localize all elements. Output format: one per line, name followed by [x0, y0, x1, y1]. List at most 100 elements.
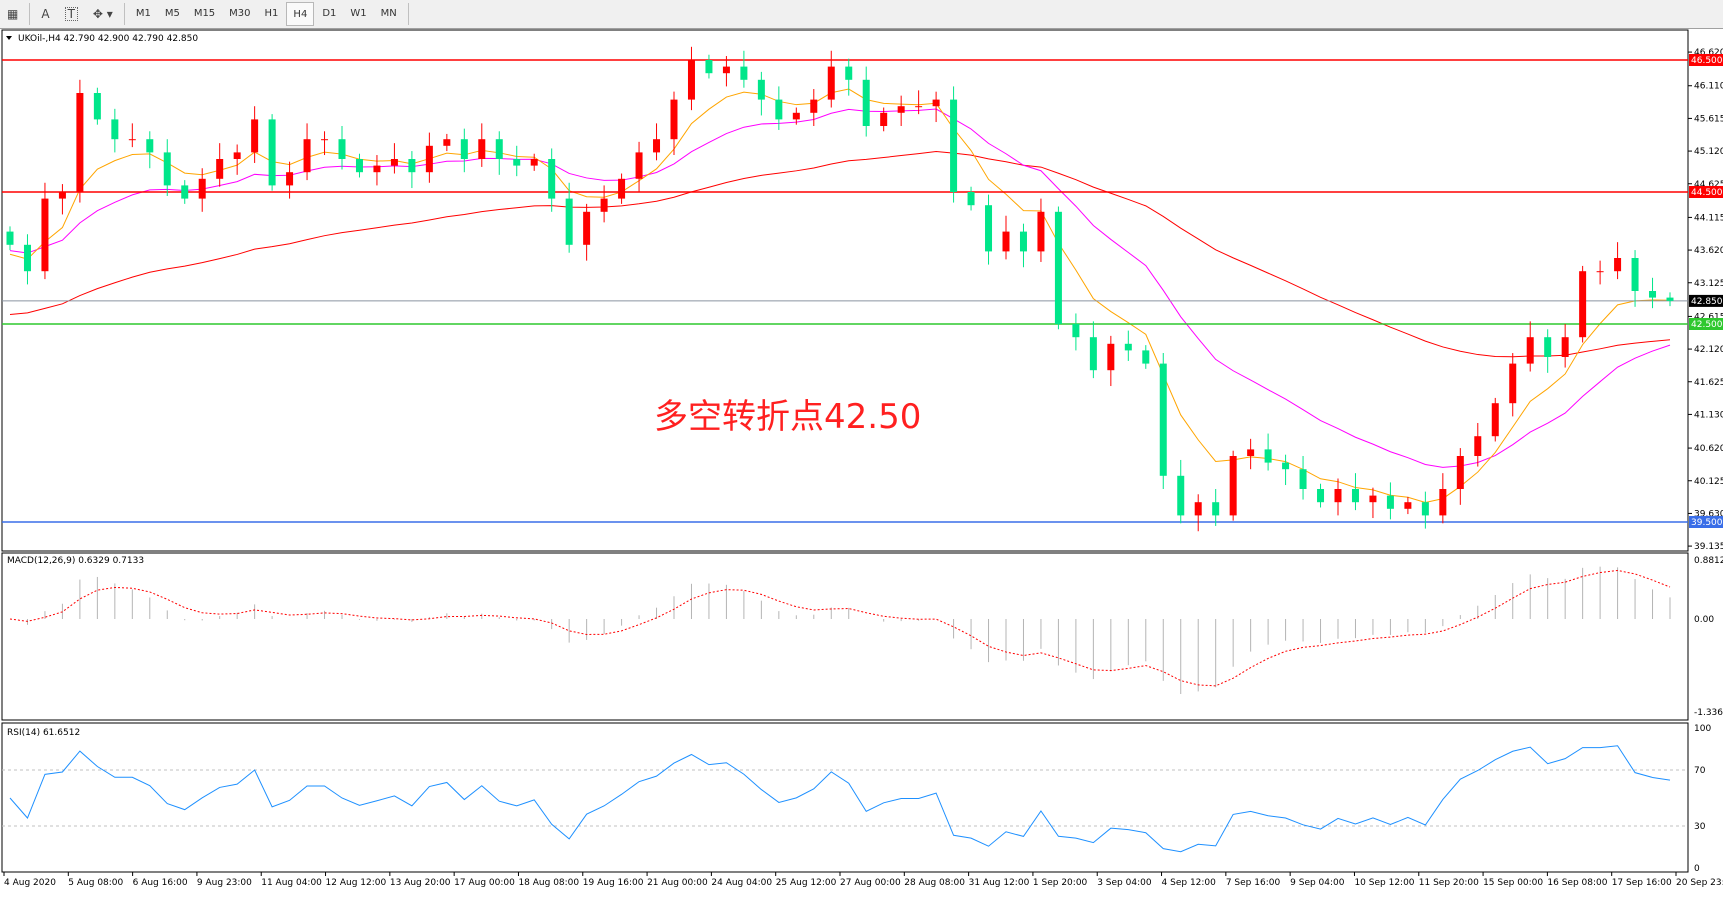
level-label-bg [1689, 186, 1723, 198]
annotation-text: 多空转折点42.50 [654, 397, 921, 437]
time-axis-label: 4 Sep 12:00 [1162, 878, 1217, 888]
text-label-icon[interactable]: T [64, 7, 78, 21]
candle-bearish [408, 159, 416, 173]
candle-bullish [128, 139, 136, 141]
candle-bearish [6, 231, 14, 245]
candle-bullish [216, 159, 224, 179]
chart-header: UKOil-,H4 42.790 42.900 42.790 42.850 [18, 34, 198, 44]
candle-bearish [862, 79, 870, 126]
timeframe-d1[interactable]: D1 [322, 7, 337, 19]
time-axis-label: 10 Sep 12:00 [1354, 878, 1414, 888]
candle-bearish [1282, 462, 1290, 470]
time-axis-label: 11 Aug 04:00 [261, 878, 322, 888]
time-axis-label: 16 Sep 08:00 [1547, 878, 1607, 888]
time-axis-label: 17 Sep 16:00 [1612, 878, 1672, 888]
candle-bullish [1002, 231, 1010, 252]
text-icon[interactable]: A [41, 7, 50, 21]
candle-bullish [1369, 495, 1377, 503]
candle-bullish [810, 99, 818, 113]
candle-bullish [1404, 502, 1412, 509]
candle-bearish [845, 66, 853, 80]
price-axis-label: 44.625 [1694, 180, 1723, 190]
time-axis-label: 27 Aug 00:00 [840, 878, 901, 888]
candle-bearish [93, 93, 101, 120]
candle-bearish [1299, 469, 1307, 489]
macd-axis-label: 0.00 [1694, 615, 1714, 625]
candle-bearish [338, 139, 346, 159]
time-axis-label: 3 Sep 04:00 [1097, 878, 1152, 888]
candle-bullish [722, 66, 730, 74]
timeframe-m30[interactable]: M30 [229, 7, 251, 19]
level-label-bg [1689, 54, 1723, 66]
candle-bullish [1614, 258, 1622, 272]
candle-bullish [443, 139, 451, 146]
candle-bullish [251, 119, 259, 153]
candle-bullish [897, 106, 905, 113]
timeframe-m5[interactable]: M5 [164, 7, 180, 19]
toolbar: ▦ A T ✥ ▾ M1 M5 M15 M30 H1 H4 D1 W1 MN [0, 0, 1723, 29]
time-axis-label: 5 Aug 08:00 [68, 878, 123, 888]
candle-bearish [146, 139, 154, 153]
price-axis-label: 45.120 [1694, 147, 1723, 157]
macd-signal-line [9, 569, 1671, 687]
timeframe-mn[interactable]: MN [380, 7, 397, 19]
candle-bearish [1317, 489, 1325, 503]
level-label: 42.500 [1691, 320, 1723, 330]
timeframe-h4[interactable]: H4 [286, 2, 315, 26]
price-axis-label: 40.620 [1694, 444, 1723, 454]
candle-bearish [1124, 343, 1132, 351]
rsi-axis-label: 100 [1694, 724, 1711, 734]
time-axis-label: 17 Aug 00:00 [454, 878, 515, 888]
candle-bearish [985, 205, 993, 252]
timeframe-h1[interactable]: H1 [264, 7, 279, 19]
time-axis-label: 31 Aug 12:00 [969, 878, 1030, 888]
candle-bullish [1526, 337, 1534, 364]
candle-bullish [425, 145, 433, 173]
price-axis-label: 42.120 [1694, 345, 1723, 355]
time-axis-label: 7 Sep 16:00 [1226, 878, 1281, 888]
collapse-triangle-icon[interactable] [6, 36, 12, 40]
candle-bullish [1194, 502, 1202, 516]
grid-icon[interactable]: ▦ [7, 7, 19, 21]
arrows-icon[interactable]: ✥ ▾ [92, 7, 113, 21]
price-axis-label: 39.135 [1694, 542, 1723, 552]
candle-bullish [1474, 436, 1482, 456]
rsi-line [9, 745, 1671, 853]
timeframe-m15[interactable]: M15 [193, 7, 216, 19]
candle-bearish [1666, 297, 1674, 301]
candle-bullish [198, 178, 206, 199]
candle-bullish [1439, 489, 1447, 516]
level-label-bg [1689, 516, 1723, 528]
candle-bearish [460, 139, 468, 159]
candle-bearish [1386, 495, 1394, 509]
candle-bearish [181, 185, 189, 199]
candle-bullish [530, 159, 538, 166]
level-label-bg [1689, 318, 1723, 330]
time-axis-label: 13 Aug 20:00 [390, 878, 451, 888]
candle-bullish [618, 178, 626, 199]
candle-bullish [932, 99, 940, 107]
ma-slow-line [9, 150, 1671, 358]
candle-bearish [1142, 350, 1150, 364]
time-axis-label: 18 Aug 08:00 [518, 878, 579, 888]
current-price-label: 42.850 [1691, 297, 1723, 307]
price-axis-label: 41.625 [1694, 378, 1723, 388]
candle-bearish [757, 79, 765, 100]
candle-bullish [41, 198, 49, 272]
candle-bearish [111, 119, 119, 140]
candle-bullish [1596, 271, 1604, 273]
ma-fast-line [9, 88, 1671, 503]
candle-bearish [1264, 449, 1272, 463]
macd-pane [1, 552, 1689, 721]
candle-bearish [548, 159, 556, 199]
candle-bullish [1334, 489, 1342, 503]
timeframe-w1[interactable]: W1 [350, 7, 367, 19]
macd-header: MACD(12,26,9) 0.6329 0.7133 [7, 556, 144, 566]
candle-bullish [583, 211, 591, 245]
price-axis-label: 44.115 [1694, 213, 1723, 223]
current-price-label-bg [1689, 294, 1723, 307]
candle-bearish [1089, 337, 1097, 371]
timeframe-m1[interactable]: M1 [135, 7, 151, 19]
chart-area[interactable]: UKOil-,H4 42.790 42.900 42.790 42.850 46.… [0, 28, 1723, 897]
time-axis-label: 24 Aug 04:00 [711, 878, 772, 888]
